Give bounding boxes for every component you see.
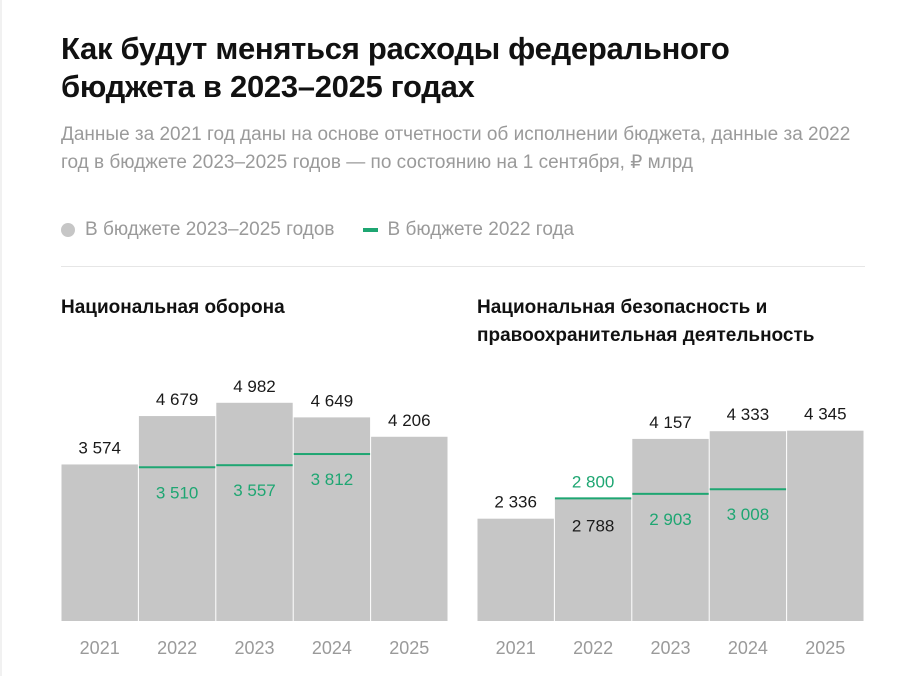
x-tick-security-2022: 2022 <box>573 638 613 658</box>
marker-line-2022-security-2022 <box>554 497 632 500</box>
x-tick-defense-2022: 2022 <box>157 638 197 658</box>
bar-security-2023 <box>632 438 709 621</box>
legend-label-budget-2023-2025: В бюджете 2023–2025 годов <box>85 219 335 240</box>
divider <box>61 266 865 267</box>
bar-defense-2024 <box>293 417 371 621</box>
legend-dash-icon <box>362 228 378 232</box>
value-label-defense-2024: 4 649 <box>311 391 354 410</box>
marker-line-2022-defense-2024 <box>293 453 371 456</box>
chart-title: Как будут меняться расходы федерального … <box>61 31 730 104</box>
bar-security-2022 <box>554 498 632 621</box>
x-tick-defense-2024: 2024 <box>312 638 352 658</box>
value-label-defense-2023: 4 982 <box>233 377 276 396</box>
value-label-2022-defense-2023: 3 557 <box>233 481 276 500</box>
marker-line-2022-security-2023 <box>632 492 709 495</box>
x-tick-security-2024: 2024 <box>728 638 768 658</box>
value-label-2022-defense-2024: 3 812 <box>311 470 354 489</box>
legend-item-budget-2023-2025: В бюджете 2023–2025 годов <box>61 219 335 241</box>
value-label-2022-security-2022: 2 800 <box>572 472 615 491</box>
left-edge-line <box>0 0 2 676</box>
value-label-defense-2022: 4 679 <box>156 390 199 409</box>
legend: В бюджете 2023–2025 годов В бюджете 2022… <box>61 216 602 244</box>
legend-label-budget-2022: В бюджете 2022 года <box>387 219 575 240</box>
marker-line-2022-defense-2023 <box>216 464 293 467</box>
bar-defense-2023 <box>216 402 293 621</box>
value-label-security-2021: 2 336 <box>494 493 537 512</box>
value-label-2022-defense-2022: 3 510 <box>156 483 199 502</box>
value-label-security-2023: 4 157 <box>649 413 692 432</box>
x-tick-security-2021: 2021 <box>496 638 536 658</box>
x-tick-defense-2025: 2025 <box>389 638 429 658</box>
bar-security-2024 <box>709 431 787 621</box>
bar-security-2025 <box>787 430 864 621</box>
marker-line-2022-defense-2022 <box>138 466 216 469</box>
bar-security-2021 <box>477 518 554 621</box>
x-tick-security-2025: 2025 <box>805 638 845 658</box>
bar-defense-2025 <box>371 436 448 621</box>
x-tick-defense-2021: 2021 <box>80 638 120 658</box>
x-tick-defense-2023: 2023 <box>234 638 274 658</box>
value-label-defense-2021: 3 574 <box>78 438 121 457</box>
value-label-2022-security-2023: 2 903 <box>649 510 692 529</box>
bar-defense-2022 <box>138 416 216 621</box>
value-label-security-2024: 4 333 <box>727 405 770 424</box>
chart-subtitle: Данные за 2021 год даны на основе отчетн… <box>61 124 851 173</box>
marker-line-2022-security-2024 <box>709 488 787 491</box>
value-label-defense-2025: 4 206 <box>388 411 431 430</box>
value-label-security-2022: 2 788 <box>572 516 615 535</box>
panel-title-defense: Национальная оборона <box>61 297 285 318</box>
legend-item-budget-2022: В бюджете 2022 года <box>362 219 575 241</box>
x-tick-security-2023: 2023 <box>650 638 690 658</box>
value-label-security-2025: 4 345 <box>804 405 847 424</box>
bar-defense-2021 <box>61 464 138 621</box>
legend-dot-icon <box>61 223 75 237</box>
panel-title-security: Национальная безопасность и правоохранит… <box>477 297 815 346</box>
value-label-2022-security-2024: 3 008 <box>727 505 770 524</box>
